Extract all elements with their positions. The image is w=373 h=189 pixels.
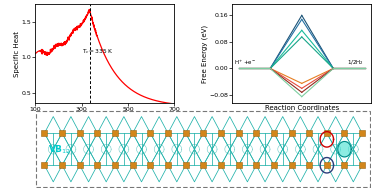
Text: 1/2H$_2$: 1/2H$_2$ [347,59,364,67]
Text: VB$_{12}$: VB$_{12}$ [48,143,71,156]
Text: H$^+$+e$^-$: H$^+$+e$^-$ [233,59,256,67]
Polygon shape [338,142,351,157]
X-axis label: Temperature (K): Temperature (K) [77,114,133,120]
X-axis label: Reaction Coordinates: Reaction Coordinates [265,105,339,111]
FancyBboxPatch shape [36,111,370,187]
Text: T$_c$= 335 K: T$_c$= 335 K [82,47,114,56]
Y-axis label: Specific Heat: Specific Heat [14,31,20,77]
Y-axis label: Free Energy (eV): Free Energy (eV) [201,24,208,83]
